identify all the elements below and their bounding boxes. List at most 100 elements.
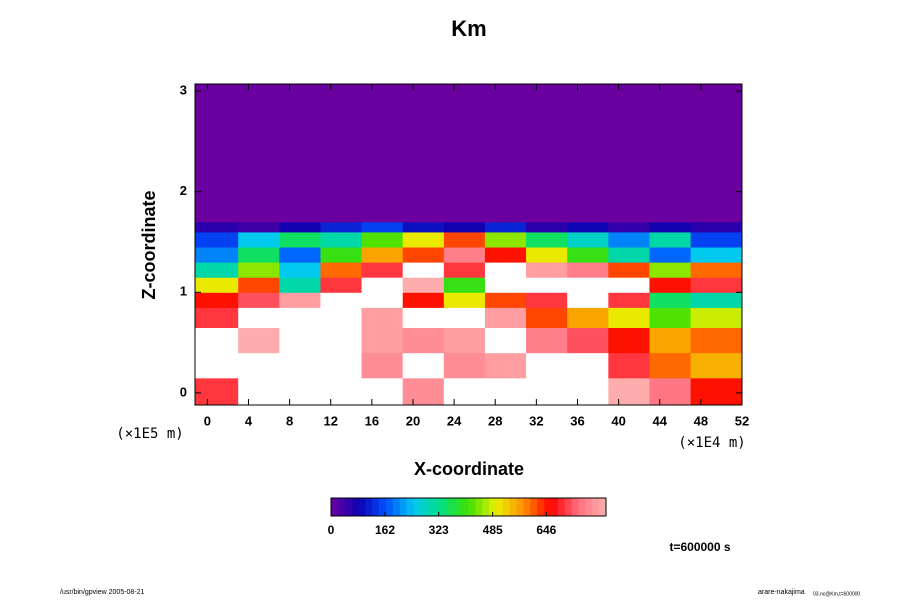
colorbar-segment bbox=[420, 498, 428, 516]
heatmap-cell bbox=[649, 277, 692, 293]
heatmap-cell bbox=[195, 307, 239, 329]
chart-title: Km bbox=[451, 16, 486, 41]
colorbar-segment bbox=[544, 498, 552, 516]
heatmap-cell bbox=[690, 221, 743, 233]
x-tick-label: 4 bbox=[245, 413, 253, 428]
heatmap-cell bbox=[402, 377, 445, 406]
colorbar-segment bbox=[557, 498, 566, 516]
heatmap-cell bbox=[238, 247, 280, 263]
colorbar-segment bbox=[489, 498, 497, 516]
y-axis-label: Z-coordinate bbox=[139, 190, 159, 299]
colorbar-segment bbox=[523, 498, 531, 516]
heatmap-cell bbox=[567, 327, 609, 354]
colorbar-segment bbox=[331, 498, 339, 516]
heatmap-cell bbox=[608, 377, 650, 406]
heatmap-cell bbox=[608, 262, 650, 278]
heatmap-cell bbox=[238, 221, 280, 233]
heatmap-cell bbox=[279, 221, 321, 233]
heatmap-cell bbox=[608, 307, 650, 329]
heatmap-cell bbox=[690, 277, 743, 293]
heatmap-cell bbox=[361, 277, 404, 293]
heatmap-cell bbox=[195, 292, 239, 308]
heatmap-cell bbox=[443, 247, 486, 263]
colorbar-segment bbox=[365, 498, 373, 516]
heatmap-cell bbox=[690, 292, 743, 308]
heatmap-cell bbox=[320, 247, 363, 263]
heatmap-cell bbox=[526, 307, 568, 329]
heatmap-cell bbox=[649, 352, 692, 379]
heatmap-cell bbox=[195, 247, 239, 263]
heatmap-cell bbox=[320, 84, 363, 223]
plot-frame bbox=[194, 83, 743, 406]
heatmap-cell bbox=[567, 307, 609, 329]
colorbar-segment bbox=[379, 498, 387, 516]
colorbar-segment bbox=[496, 498, 504, 516]
x-tick-label: 48 bbox=[694, 413, 708, 428]
x-tick-label: 0 bbox=[204, 413, 211, 428]
heatmap-cell bbox=[402, 292, 445, 308]
heatmap-cell bbox=[402, 247, 445, 263]
heatmap-cell bbox=[279, 277, 321, 293]
heatmap-cell bbox=[567, 247, 609, 263]
heatmap-cell bbox=[526, 231, 568, 248]
heatmap-cell bbox=[402, 84, 445, 223]
heatmap-cell bbox=[484, 377, 527, 406]
heatmap-cell bbox=[608, 352, 650, 379]
heatmap-cell bbox=[443, 84, 486, 223]
heatmap-cell bbox=[690, 377, 743, 406]
heatmap-cell bbox=[690, 327, 743, 354]
heatmap-cell bbox=[443, 277, 486, 293]
heatmap-cell bbox=[690, 262, 743, 278]
heatmap-cell bbox=[361, 292, 404, 308]
colorbar-segment bbox=[571, 498, 579, 516]
heatmap-cell bbox=[608, 327, 650, 354]
heatmap-cell bbox=[402, 352, 445, 379]
heatmap-cell bbox=[649, 377, 692, 406]
colorbar-tick-label: 485 bbox=[483, 523, 503, 537]
heatmap-cell bbox=[195, 84, 239, 223]
heatmap-cell bbox=[567, 221, 609, 233]
x-tick-label: 32 bbox=[529, 413, 543, 428]
y-tick-label: 0 bbox=[180, 384, 187, 399]
colorbar-segment bbox=[468, 498, 476, 516]
heatmap-cell bbox=[238, 352, 280, 379]
colorbar-segment bbox=[454, 498, 462, 516]
colorbar-tick-label: 323 bbox=[429, 523, 449, 537]
y-unit-label: (×1E5 m) bbox=[116, 426, 183, 442]
x-tick-label: 24 bbox=[447, 413, 462, 428]
colorbar-segment bbox=[578, 498, 586, 516]
heatmap-cell bbox=[567, 277, 609, 293]
y-tick-label: 2 bbox=[180, 183, 187, 198]
heatmap-cell bbox=[443, 231, 486, 248]
heatmap-cell bbox=[567, 292, 609, 308]
colorbar-segment bbox=[509, 498, 517, 516]
heatmap-cell bbox=[279, 327, 321, 354]
colorbar-segment bbox=[372, 498, 380, 516]
x-tick-label: 28 bbox=[488, 413, 502, 428]
heatmap-cell bbox=[526, 277, 568, 293]
heatmap-cell bbox=[443, 221, 486, 233]
heatmap-cell bbox=[238, 84, 280, 223]
x-unit-label: (×1E4 m) bbox=[678, 435, 745, 451]
colorbar-segment bbox=[537, 498, 545, 516]
heatmap-cell bbox=[484, 84, 527, 223]
colorbar-segment bbox=[461, 498, 469, 516]
heatmap-cell bbox=[361, 377, 404, 406]
colorbar-tick-label: 0 bbox=[328, 523, 335, 537]
colorbar-segment bbox=[564, 498, 572, 516]
heatmap-cell bbox=[238, 262, 280, 278]
heatmap-cell bbox=[526, 221, 568, 233]
footer-right-sub: 03.nc@Km,t=600000 bbox=[813, 591, 860, 597]
heatmap-cell bbox=[195, 377, 239, 406]
colorbar-segment bbox=[399, 498, 407, 516]
heatmap-cell bbox=[443, 377, 486, 406]
heatmap-cell bbox=[690, 247, 743, 263]
heatmap-cell bbox=[690, 84, 743, 223]
heatmap-cell bbox=[402, 307, 445, 329]
heatmap-cell bbox=[526, 352, 568, 379]
colorbar-segment bbox=[530, 498, 538, 516]
heatmap-cell bbox=[526, 327, 568, 354]
colorbar-segment bbox=[599, 498, 607, 516]
heatmap-cell bbox=[649, 221, 692, 233]
